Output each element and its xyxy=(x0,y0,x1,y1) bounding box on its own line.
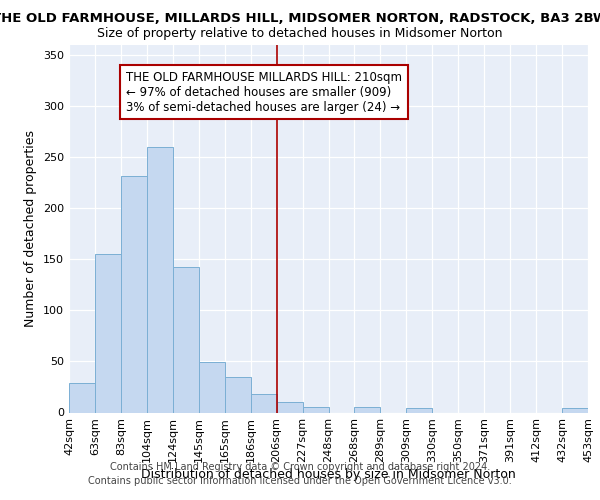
Text: Contains HM Land Registry data © Crown copyright and database right 2024.: Contains HM Land Registry data © Crown c… xyxy=(110,462,490,472)
Bar xyxy=(355,408,380,412)
Bar xyxy=(199,362,224,412)
Bar xyxy=(277,402,302,412)
Bar xyxy=(562,408,588,412)
Bar xyxy=(95,254,121,412)
Bar xyxy=(173,266,199,412)
Bar xyxy=(225,377,251,412)
Bar xyxy=(121,176,147,412)
Bar xyxy=(406,408,432,412)
Text: THE OLD FARMHOUSE MILLARDS HILL: 210sqm
← 97% of detached houses are smaller (90: THE OLD FARMHOUSE MILLARDS HILL: 210sqm … xyxy=(126,70,402,114)
Bar xyxy=(251,394,277,412)
Bar xyxy=(147,147,173,412)
Y-axis label: Number of detached properties: Number of detached properties xyxy=(25,130,37,327)
Bar xyxy=(302,408,329,412)
Text: THE OLD FARMHOUSE, MILLARDS HILL, MIDSOMER NORTON, RADSTOCK, BA3 2BW: THE OLD FARMHOUSE, MILLARDS HILL, MIDSOM… xyxy=(0,12,600,26)
Bar xyxy=(69,383,95,412)
Text: Size of property relative to detached houses in Midsomer Norton: Size of property relative to detached ho… xyxy=(97,28,503,40)
X-axis label: Distribution of detached houses by size in Midsomer Norton: Distribution of detached houses by size … xyxy=(141,468,516,481)
Text: Contains public sector information licensed under the Open Government Licence v3: Contains public sector information licen… xyxy=(88,476,512,486)
